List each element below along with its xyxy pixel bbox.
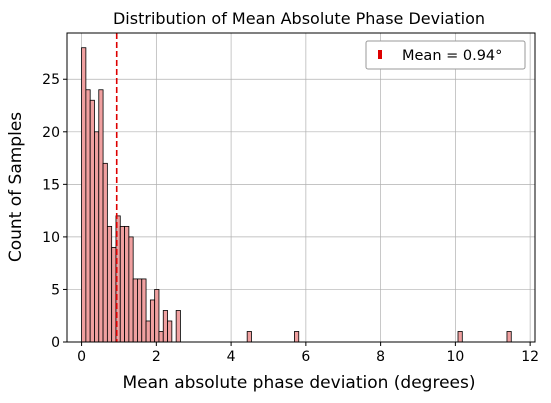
histogram-bar [132,278,138,343]
chart-title: Distribution of Mean Absolute Phase Devi… [113,9,485,28]
x-tick-label: 2 [152,349,161,365]
y-tick-label: 15 [42,177,60,193]
histogram-bar [175,310,181,343]
histogram-bar [124,225,130,343]
histogram-bar [119,225,125,343]
legend: Mean = 0.94° [365,40,526,70]
histogram-bar [94,131,100,343]
y-tick-label: 0 [51,335,60,351]
legend-swatch [378,50,382,59]
histogram-bar [162,310,168,343]
histogram-bar [145,320,151,343]
x-tick-label: 8 [376,349,385,365]
y-axis-label: Count of Samples [6,112,26,262]
y-tick-label: 25 [42,72,60,88]
histogram-bar [457,331,463,343]
histogram-bar [141,278,147,343]
histogram-bar [246,331,252,343]
x-tick-label: 0 [77,349,86,365]
x-tick-label: 6 [301,349,310,365]
histogram-bar [81,47,87,343]
histogram-bar [111,247,117,343]
x-axis-ticks: 0 2 4 6 8 10 12 [77,342,539,365]
histogram-bar [106,225,113,343]
histogram-bar [137,278,143,343]
y-axis-ticks: 0 5 10 15 20 25 [42,72,67,351]
grid [67,33,535,343]
histogram-bar [98,89,104,343]
y-tick-label: 5 [51,282,60,298]
histogram-bar [167,320,173,343]
x-axis-label: Mean absolute phase deviation (degrees) [122,373,475,393]
legend-box [365,40,526,70]
y-tick-label: 10 [42,230,60,246]
histogram-bars [81,47,512,343]
histogram-bar [154,289,160,343]
histogram-bar [294,331,300,343]
legend-label: Mean = 0.94° [402,48,502,64]
histogram-bar [506,331,512,343]
histogram-bar [128,236,134,343]
histogram-bar [89,99,95,343]
histogram-bar [158,331,164,343]
x-tick-label: 4 [227,349,236,365]
x-tick-label: 12 [521,349,539,365]
histogram-bar [102,162,108,343]
histogram-bar [149,299,156,343]
x-tick-label: 10 [446,349,464,365]
histogram-bar [85,89,91,343]
plot-frame [66,32,536,343]
y-tick-label: 20 [42,125,60,141]
